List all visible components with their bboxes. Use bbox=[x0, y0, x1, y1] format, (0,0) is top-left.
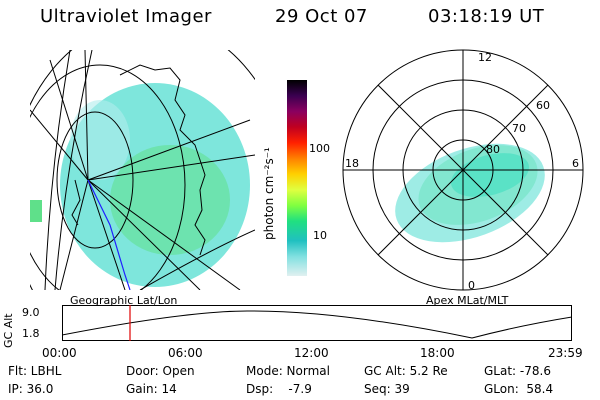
altitude-ylabel: GC Alt bbox=[2, 313, 15, 348]
lat-label-80: 80 bbox=[486, 143, 500, 156]
altitude-ytick-1-8: 1.8 bbox=[22, 327, 40, 340]
gain-info: Gain: 14 bbox=[126, 382, 177, 396]
polar-grid bbox=[342, 49, 584, 291]
door-info: Door: Open bbox=[126, 364, 195, 378]
instrument-title: Ultraviolet Imager bbox=[40, 6, 212, 27]
coastline-west bbox=[71, 179, 81, 226]
lat-label-60: 60 bbox=[536, 99, 550, 112]
apex-panel-label: Apex MLat/MLT bbox=[426, 294, 509, 307]
image-date: 29 Oct 07 bbox=[275, 6, 368, 27]
xtick-0600: 06:00 bbox=[168, 346, 203, 360]
altitude-ytick-9: 9.0 bbox=[22, 306, 40, 319]
xtick-2359: 23:59 bbox=[548, 346, 583, 360]
image-time: 03:18:19 UT bbox=[428, 6, 545, 27]
geographic-map bbox=[30, 50, 255, 290]
seq-info: Seq: 39 bbox=[364, 382, 410, 396]
altitude-plot bbox=[62, 305, 572, 341]
satellite-track bbox=[87, 179, 131, 290]
auroral-oval-bright bbox=[451, 153, 529, 197]
mode-info: Mode: Normal bbox=[246, 364, 330, 378]
altitude-curve bbox=[62, 310, 572, 339]
emission-dim-area bbox=[70, 100, 130, 180]
emission-edge-patch bbox=[30, 200, 42, 222]
lat-label-70: 70 bbox=[512, 122, 526, 135]
geo-panel-label: Geographic Lat/Lon bbox=[70, 294, 178, 307]
graticule bbox=[30, 50, 255, 290]
xtick-1800: 18:00 bbox=[420, 346, 455, 360]
altitude-frame bbox=[62, 305, 572, 341]
polar-plot: 12 18 6 0 60 70 80 bbox=[342, 49, 584, 292]
colorbar-unit-label: photon cm⁻²s⁻¹ bbox=[262, 147, 276, 240]
xtick-1200: 12:00 bbox=[294, 346, 329, 360]
colorbar-tick-10: 10 bbox=[313, 229, 327, 242]
mlt-label-6: 6 bbox=[572, 157, 579, 170]
mlt-label-12: 12 bbox=[478, 51, 492, 64]
dsp-info: Dsp: -7.9 bbox=[246, 382, 312, 396]
xtick-0000: 00:00 bbox=[42, 346, 77, 360]
ip-info: IP: 36.0 bbox=[8, 382, 54, 396]
gc-alt-info: GC Alt: 5.2 Re bbox=[364, 364, 448, 378]
colorbar-tick-100: 100 bbox=[309, 142, 330, 155]
glon-info: GLon: 58.4 bbox=[484, 382, 554, 396]
filter-info: Flt: LBHL bbox=[8, 364, 62, 378]
mlt-label-0: 0 bbox=[468, 279, 475, 292]
coastline bbox=[119, 64, 206, 256]
colorbar bbox=[287, 80, 307, 276]
glat-info: GLat: -78.6 bbox=[484, 364, 551, 378]
mlt-label-18: 18 bbox=[345, 157, 359, 170]
